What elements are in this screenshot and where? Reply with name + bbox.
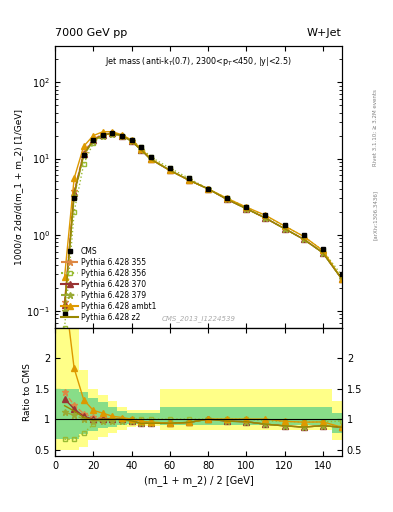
CMS [167,165,172,171]
CMS [91,137,95,143]
CMS [62,311,67,317]
CMS [263,212,268,218]
CMS [101,132,105,138]
Text: [arXiv:1306.3436]: [arXiv:1306.3436] [373,190,378,240]
CMS [282,222,287,228]
Line: CMS: CMS [62,131,344,317]
Text: CMS_2013_I1224539: CMS_2013_I1224539 [162,315,235,322]
CMS [244,204,249,210]
CMS [320,246,325,252]
Text: Jet mass (anti-k$_T$(0.7), 2300<p$_T$<450, |y|<2.5): Jet mass (anti-k$_T$(0.7), 2300<p$_T$<45… [105,55,292,68]
CMS [187,175,191,181]
CMS [110,130,115,136]
CMS [119,133,124,139]
CMS [206,186,210,192]
Text: W+Jet: W+Jet [307,28,342,38]
CMS [129,137,134,143]
CMS [340,271,344,278]
CMS [225,195,230,201]
CMS [72,195,77,201]
CMS [139,144,143,151]
CMS [81,152,86,158]
Text: 7000 GeV pp: 7000 GeV pp [55,28,127,38]
Y-axis label: Ratio to CMS: Ratio to CMS [23,362,32,421]
Text: Rivet 3.1.10; ≥ 3.2M events: Rivet 3.1.10; ≥ 3.2M events [373,90,378,166]
X-axis label: (m_1 + m_2) / 2 [GeV]: (m_1 + m_2) / 2 [GeV] [143,475,253,485]
Y-axis label: 1000/σ 2dσ/d(m_1 + m_2) [1/GeV]: 1000/σ 2dσ/d(m_1 + m_2) [1/GeV] [15,109,24,265]
CMS [301,231,306,238]
Legend: CMS, Pythia 6.428 355, Pythia 6.428 356, Pythia 6.428 370, Pythia 6.428 379, Pyt: CMS, Pythia 6.428 355, Pythia 6.428 356,… [59,245,159,324]
CMS [148,154,153,160]
